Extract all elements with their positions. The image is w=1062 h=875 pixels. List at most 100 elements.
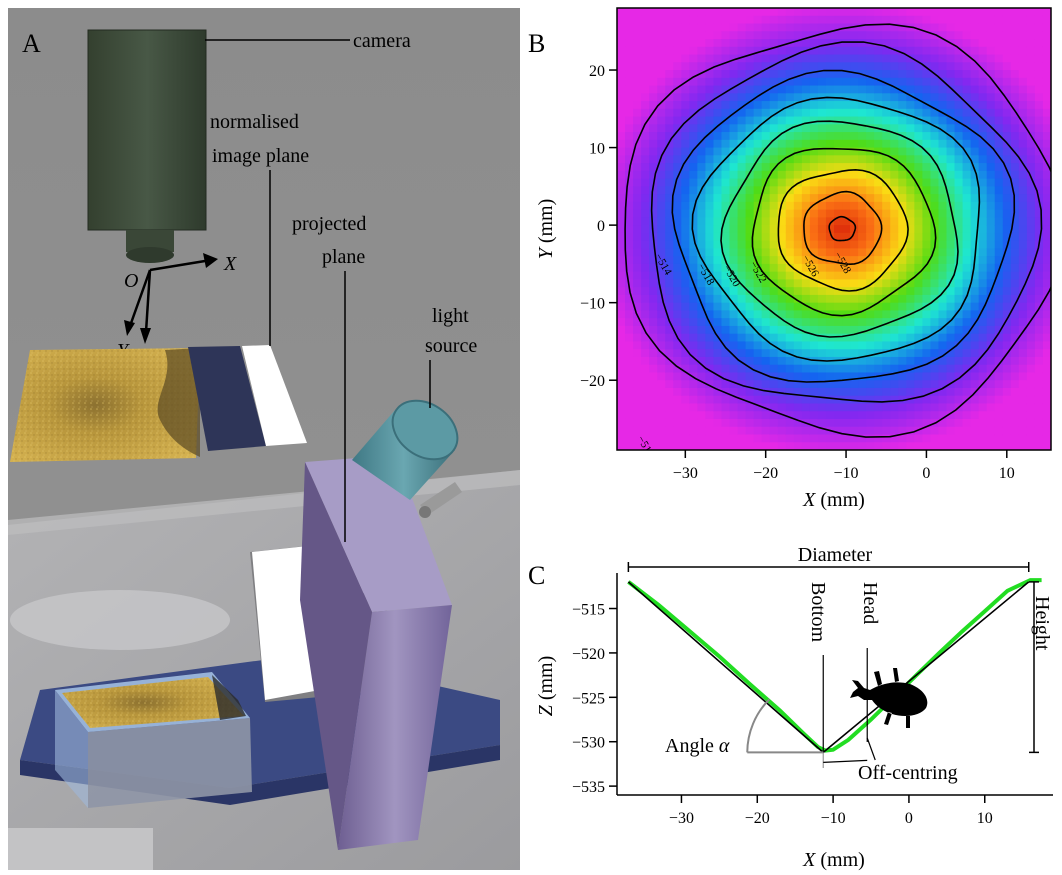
heatmap-cell: [882, 349, 891, 358]
heatmap-cell: [866, 23, 875, 32]
heatmap-cell: [641, 271, 650, 280]
heatmap-cell: [930, 23, 940, 32]
heatmap-cell: [769, 302, 779, 312]
heatmap-cell: [954, 248, 964, 257]
heatmap-cell: [809, 325, 819, 335]
heatmap-cell: [785, 132, 795, 141]
heatmap-cell: [858, 54, 867, 63]
heatmap-cell: [898, 232, 907, 242]
heatmap-cell: [657, 31, 666, 40]
heatmap-cell: [1034, 217, 1044, 226]
heatmap-cell: [625, 232, 634, 242]
heatmap-cell: [817, 380, 827, 389]
heatmap-cell: [914, 232, 924, 242]
heatmap-cell: [729, 341, 739, 350]
heatmap-cell: [850, 442, 859, 450]
heatmap-cell: [729, 318, 739, 327]
heatmap-cell: [777, 341, 787, 350]
heatmap-cell: [777, 209, 787, 218]
heatmap-cell: [681, 46, 690, 56]
heatmap-cell: [954, 418, 964, 428]
heatmap-cell: [793, 93, 803, 102]
heatmap-cell: [994, 318, 1004, 327]
heatmap-cell: [994, 372, 1004, 381]
heatmap-cell: [753, 341, 763, 350]
heatmap-cell: [705, 380, 715, 389]
heatmap-cell: [978, 170, 988, 180]
heatmap-cell: [649, 62, 658, 71]
heatmap-cell: [769, 356, 779, 366]
heatmap-cell: [625, 54, 634, 63]
heatmap-cell: [874, 46, 883, 56]
heatmap-cell: [938, 54, 948, 63]
heatmap-cell: [874, 178, 883, 187]
heatmap-cell: [882, 232, 891, 242]
heatmap-cell: [721, 163, 731, 172]
heatmap-cell: [1034, 147, 1044, 156]
heatmap-cell: [962, 155, 972, 164]
heatmap-cell: [633, 194, 642, 203]
heatmap-cell: [649, 325, 658, 335]
heatmap-cell: [1042, 15, 1051, 25]
heatmap-cell: [914, 225, 924, 234]
heatmap-cell: [914, 279, 924, 288]
heatmap-cell: [922, 93, 932, 102]
heatmap-cell: [906, 15, 915, 25]
heatmap-cell: [962, 108, 972, 118]
heatmap-cell: [842, 70, 851, 79]
heatmap-cell: [962, 39, 972, 48]
heatmap-cell: [1034, 349, 1044, 358]
heatmap-cell: [673, 46, 682, 56]
heatmap-cell: [665, 116, 674, 125]
heatmap-cell: [793, 263, 803, 273]
heatmap-cell: [825, 418, 835, 428]
heatmap-cell: [793, 256, 803, 265]
heatmap-cell: [906, 403, 915, 412]
camera-model: [87, 29, 207, 263]
heatmap-cell: [817, 294, 827, 304]
heatmap-cell: [946, 418, 956, 428]
heatmap-cell: [625, 85, 634, 94]
heatmap-cell: [697, 201, 707, 211]
heatmap-cell: [689, 356, 698, 366]
heatmap-cell: [705, 356, 715, 366]
heatmap-cell: [801, 248, 811, 257]
heatmap-cell: [673, 287, 682, 296]
camera-lens-mount: [126, 230, 174, 252]
heatmap-cell: [825, 225, 835, 234]
heatmap-cell: [890, 201, 899, 211]
heatmap-cell: [858, 426, 867, 436]
heatmap-cell: [1026, 325, 1036, 335]
heatmap-cell: [721, 178, 731, 187]
heatmap-cell: [1018, 8, 1028, 17]
heatmap-cell: [745, 31, 755, 40]
heatmap-cell: [721, 46, 731, 56]
heatmap-cell: [721, 39, 731, 48]
heatmap-cell: [777, 139, 787, 149]
heatmap-cell: [978, 225, 988, 234]
heatmap-cell: [681, 341, 690, 350]
heatmap-cell: [858, 380, 867, 389]
heatmap-cell: [689, 139, 698, 149]
heatmap-cell: [890, 395, 899, 405]
heatmap-cell: [922, 411, 932, 420]
heatmap-cell: [801, 23, 811, 32]
heatmap-cell: [970, 209, 980, 218]
heatmap-cell: [737, 39, 747, 48]
heatmap-cell: [882, 395, 891, 405]
heatmap-cell: [817, 8, 827, 17]
heatmap-cell: [657, 418, 666, 428]
heatmap-cell: [633, 426, 642, 436]
heatmap-cell: [858, 170, 867, 180]
heatmap-cell: [657, 325, 666, 335]
heatmap-cell: [745, 201, 755, 211]
heatmap-cell: [713, 46, 723, 56]
heatmap-cell: [761, 101, 771, 110]
heatmap-cell: [850, 325, 859, 335]
heatmap-cell: [1042, 333, 1051, 343]
heatmap-cell: [721, 442, 731, 450]
heatmap-cell: [769, 209, 779, 218]
heatmap-cell: [633, 201, 642, 211]
heatmap-cell: [946, 256, 956, 265]
heatmap-cell: [978, 364, 988, 374]
